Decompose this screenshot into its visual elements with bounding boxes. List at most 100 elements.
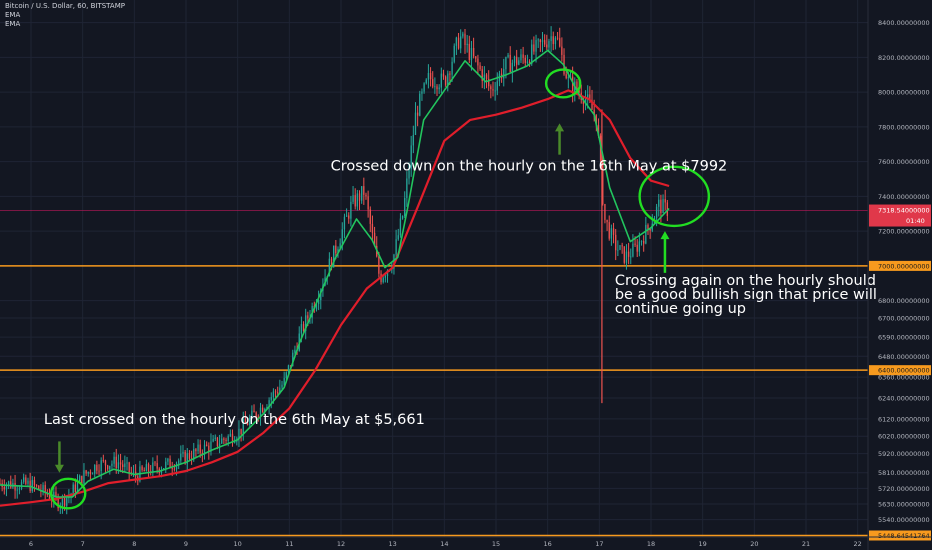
annotation-text: Last crossed on the hourly on the 6th Ma…: [44, 412, 425, 428]
candle-body: [488, 78, 490, 87]
candle-body: [526, 61, 529, 63]
candle-body: [337, 248, 339, 254]
candle-body: [399, 218, 402, 236]
candle-body: [143, 470, 145, 472]
candle-body: [7, 481, 10, 485]
candle-body: [602, 160, 604, 204]
candle-body: [109, 465, 111, 470]
candle-body: [57, 496, 59, 509]
candle-body: [507, 54, 509, 57]
candle-body: [578, 90, 580, 93]
price-tick-label: 5810.00000000: [878, 469, 930, 477]
candle-body: [132, 471, 135, 473]
candle-body: [229, 433, 232, 437]
candle-body: [606, 219, 608, 223]
candle-body: [287, 365, 290, 373]
candle-body: [475, 56, 477, 59]
highlight-circle: [49, 477, 87, 510]
candle-body: [214, 437, 216, 439]
candle-body: [270, 397, 272, 401]
current-price-tag: [869, 204, 931, 227]
candle-body: [178, 460, 180, 464]
candle-body: [66, 498, 68, 506]
candle-body: [539, 39, 542, 43]
annotation-texts[interactable]: Crossed down on the hourly on the 16th M…: [44, 158, 877, 428]
candle-body: [285, 372, 287, 378]
candle-body: [173, 468, 176, 470]
candle-body: [128, 462, 130, 473]
candle-body: [35, 485, 38, 487]
candle-body: [10, 481, 12, 488]
candle-body: [638, 241, 641, 252]
candle-body: [113, 456, 115, 464]
candle-body: [33, 480, 36, 486]
candle-body: [587, 94, 589, 99]
candle-body: [55, 491, 57, 497]
time-axis[interactable]: 6 7 8 9 10 11 12 13 14 15 16 17 18 19 20 21 22: [0, 536, 932, 548]
candle-body: [152, 462, 154, 473]
candle-body: [483, 74, 486, 82]
candle-body: [167, 458, 169, 462]
price-tick-label: 8000.00000000: [878, 89, 930, 97]
indicator-ema-2[interactable]: EMA: [5, 20, 21, 28]
candle-body: [518, 60, 520, 65]
candle-body: [180, 453, 182, 461]
time-tick-label: 10: [234, 540, 242, 548]
candle-body: [27, 480, 29, 484]
candle-body: [632, 243, 634, 257]
candle-body: [124, 463, 126, 467]
candle-body: [249, 417, 251, 425]
price-axis[interactable]: 8400.00000000 8200.00000000 8000.00000000 7…: [867, 0, 931, 550]
annotation-shapes[interactable]: [49, 68, 711, 510]
candle-body: [522, 54, 524, 58]
candle-body: [630, 256, 632, 258]
candle-body: [423, 83, 425, 92]
candle-body: [25, 477, 27, 484]
candle-body: [315, 304, 318, 310]
candle-body: [216, 437, 219, 447]
candle-body: [511, 62, 514, 73]
candle-body: [126, 462, 128, 464]
candle-body: [186, 453, 188, 464]
candle-body: [647, 224, 649, 229]
time-tick-label: 14: [440, 540, 448, 548]
candle-body: [106, 465, 109, 470]
candle-body: [94, 464, 96, 474]
candle-body: [509, 54, 511, 73]
ema-slow-line: [0, 89, 670, 507]
candle-body: [363, 186, 365, 195]
horizontal-level-lines[interactable]: [0, 210, 868, 537]
candle-body: [619, 245, 621, 250]
candle-body: [81, 475, 83, 484]
candle-body: [119, 462, 122, 465]
candle-body: [533, 44, 535, 52]
candle-body: [341, 229, 343, 244]
indicator-ema-1[interactable]: EMA: [5, 11, 21, 19]
candle-body: [412, 134, 415, 146]
candle-body: [490, 86, 492, 90]
level-price-label: 6400.00000000: [878, 367, 930, 375]
highlight-circle: [638, 165, 711, 228]
arrow-down-icon: [54, 441, 64, 473]
candle-body: [582, 99, 585, 105]
candle-body: [541, 40, 544, 43]
candle-body: [175, 463, 178, 470]
candle-body: [520, 54, 522, 61]
candle-body: [571, 76, 574, 93]
symbol-title[interactable]: Bitcoin / U.S. Dollar, 60, BITSTAMP: [5, 2, 125, 10]
ema-lines: [0, 49, 670, 507]
candle-body: [466, 43, 468, 45]
annotation-text: be a good bullish sign that price will: [615, 287, 877, 303]
price-tick-label: 6120.00000000: [878, 415, 930, 423]
candle-body: [410, 145, 412, 170]
candle-body: [23, 477, 25, 482]
candle-body: [240, 428, 242, 435]
time-tick-label: 13: [389, 540, 397, 548]
candle-body: [72, 484, 74, 494]
level-price-label: 7000.00000000: [878, 262, 930, 270]
candle-body: [597, 125, 600, 136]
ema-fast-line: [0, 49, 670, 498]
candle-body: [188, 453, 191, 459]
candle-body: [535, 40, 537, 52]
